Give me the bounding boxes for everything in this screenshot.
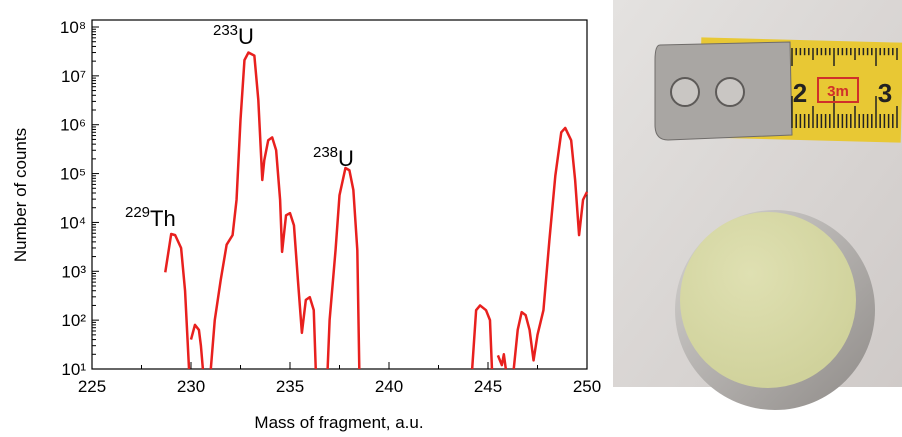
annotation-element: Th	[150, 206, 176, 231]
ruler-label: 3	[878, 78, 892, 108]
y-tick-label: 10⁷	[61, 67, 86, 86]
ruler-label: 3m	[827, 83, 849, 100]
photo	[613, 0, 902, 410]
x-axis-label: Mass of fragment, a.u.	[254, 413, 423, 432]
x-tick-label: 230	[177, 377, 205, 396]
annotation-isotope: 229	[125, 204, 150, 221]
peak-annotation: 229Th	[125, 204, 176, 231]
y-tick-label: 10⁶	[60, 116, 86, 135]
y-tick-label: 10⁸	[60, 18, 86, 37]
peak-annotation: 238U	[313, 144, 354, 171]
y-tick-label: 10⁵	[60, 165, 86, 184]
annotation-element: U	[338, 146, 354, 171]
y-tick-label: 10⁴	[60, 213, 86, 232]
annotation-isotope: 233	[213, 22, 238, 39]
data-line	[164, 51, 589, 370]
x-tick-label: 240	[375, 377, 403, 396]
x-tick-label: 225	[78, 377, 106, 396]
annotation-element: U	[238, 24, 254, 49]
y-tick-label: 10¹	[61, 360, 86, 379]
y-tick-label: 10²	[61, 311, 86, 330]
x-tick-label: 250	[573, 377, 601, 396]
x-tick-label: 245	[474, 377, 502, 396]
ruler-label: 2	[793, 78, 807, 108]
y-axis-label: Number of counts	[11, 128, 30, 262]
y-tick-label: 10³	[61, 262, 86, 281]
peak-annotation: 233U	[213, 22, 254, 49]
annotation-isotope: 238	[313, 144, 338, 161]
x-tick-label: 235	[276, 377, 304, 396]
